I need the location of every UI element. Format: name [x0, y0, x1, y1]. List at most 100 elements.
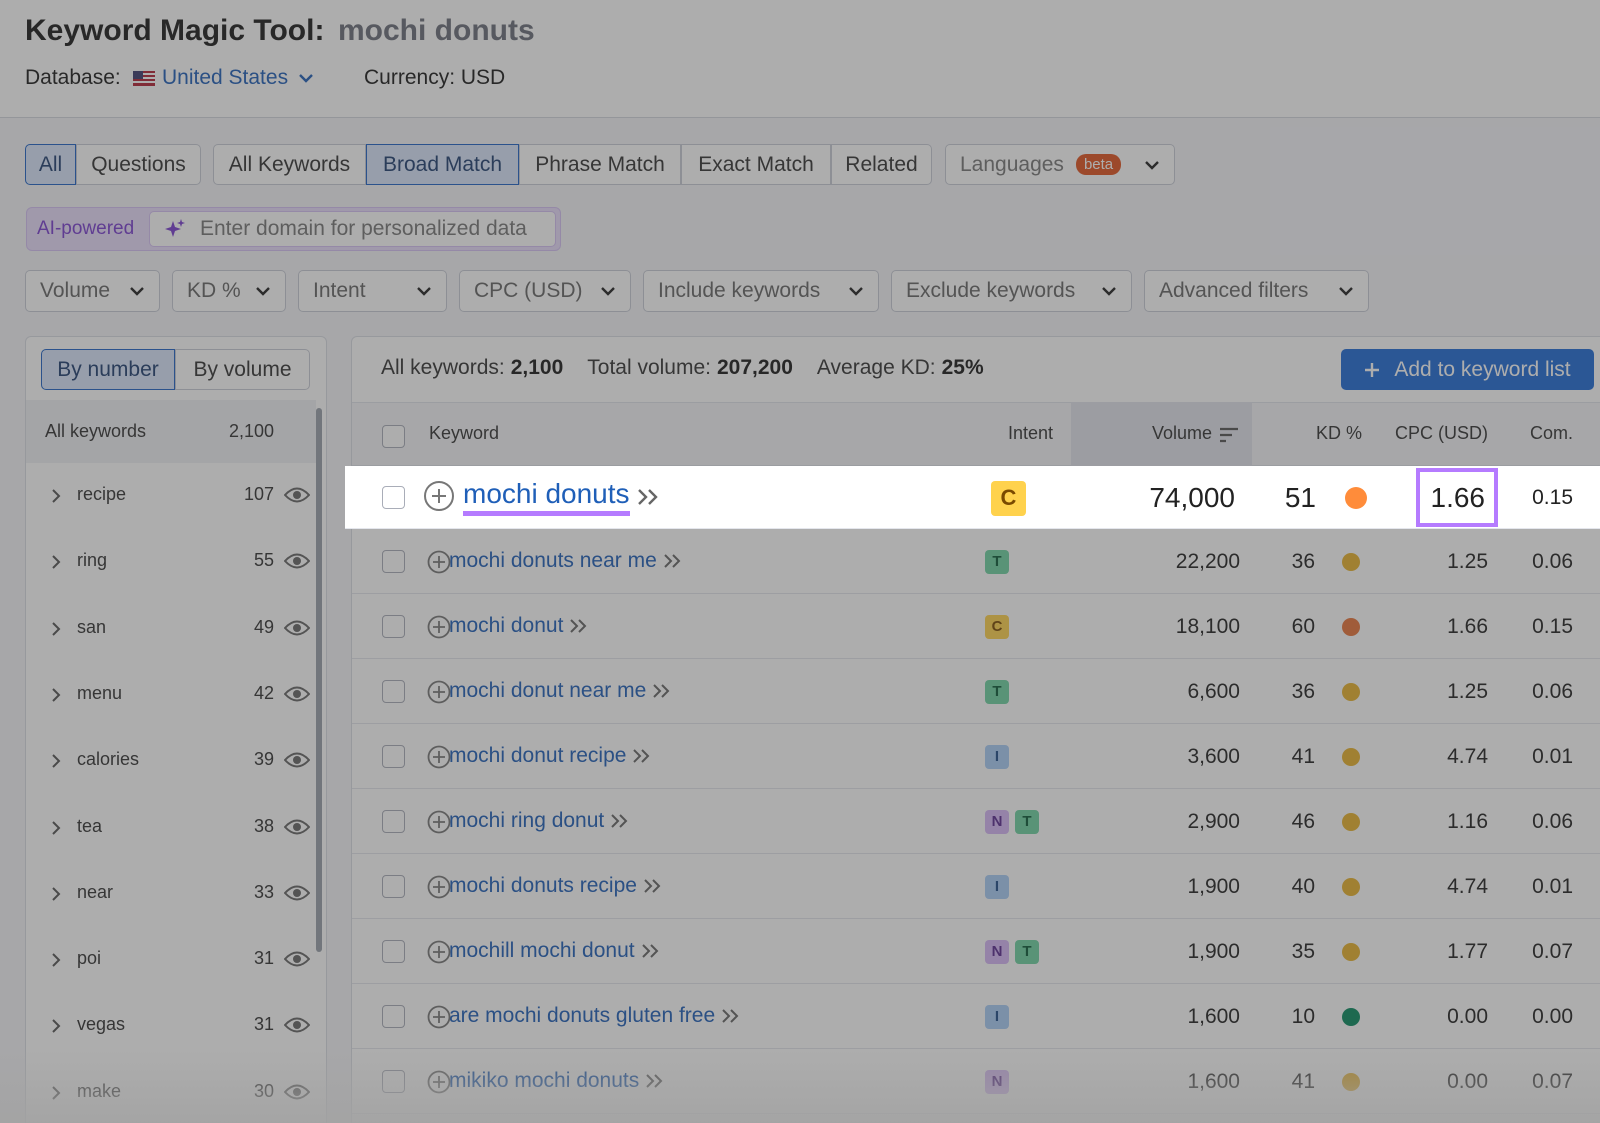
dropdown-caret [1338, 286, 1354, 296]
keyword-link[interactable]: mochi donut near me [449, 678, 647, 702]
kd-cell: 60 [1291, 614, 1315, 638]
select-all-checkbox[interactable] [382, 425, 405, 448]
match-tab[interactable]: Exact Match [681, 144, 831, 185]
cpc-cell: 0.00 [1447, 1004, 1488, 1028]
filter-label: Advanced filters [1159, 279, 1309, 302]
group-label[interactable]: near [77, 881, 114, 902]
group-count: 107 [243, 484, 274, 504]
filter-dropdown[interactable]: Include keywords [643, 270, 879, 312]
open-serp-icon [641, 943, 661, 959]
group-count: 42 [253, 682, 274, 703]
dropdown-caret [129, 286, 145, 296]
open-serp-icon-svg [641, 943, 659, 958]
add-to-list-button[interactable]: Add to keyword list [1341, 349, 1594, 390]
column-header[interactable]: KD % [1315, 423, 1362, 443]
filter-dropdown[interactable]: Intent [298, 270, 447, 312]
keyword-link[interactable]: are mochi donuts gluten free [449, 1003, 716, 1027]
column-header[interactable]: CPC (USD) [1395, 423, 1488, 443]
row-checkbox[interactable] [382, 744, 405, 768]
row-checkbox[interactable] [382, 679, 405, 703]
dropdown-caret-svg [1339, 287, 1353, 296]
kd-dot [1342, 877, 1360, 896]
kd-dot [1342, 747, 1360, 766]
expand-chevron-svg [52, 555, 61, 570]
cpc-cell: 1.16 [1447, 809, 1488, 833]
open-serp-icon [569, 618, 589, 634]
row-checkbox[interactable] [382, 939, 405, 963]
row-checkbox[interactable] [382, 874, 405, 898]
kd-dot [1342, 617, 1360, 636]
intent-badge: T [1015, 809, 1039, 834]
group-toggle[interactable]: By number [41, 349, 175, 390]
add-keyword-icon-svg [427, 1005, 451, 1028]
column-header[interactable]: Keyword [429, 423, 500, 443]
column-header[interactable]: Volume [1151, 423, 1212, 443]
eye-icon [284, 552, 310, 570]
group-label[interactable]: poi [77, 948, 102, 969]
row-checkbox[interactable] [382, 549, 405, 573]
group-toggle[interactable]: By volume [175, 349, 310, 390]
row-checkbox[interactable] [382, 1004, 405, 1028]
match-tab[interactable]: Related [831, 144, 932, 185]
type-tab[interactable]: Questions [76, 144, 201, 185]
keyword-link[interactable]: mochi donuts recipe [449, 873, 637, 897]
sort-icon [1220, 427, 1238, 443]
keyword-cell: mochi donut [449, 614, 589, 638]
eye-icon-svg [284, 1017, 310, 1033]
add-keyword-icon [427, 745, 451, 769]
group-label[interactable]: recipe [77, 484, 127, 504]
domain-input[interactable]: Enter domain for personalized data [149, 211, 556, 247]
eye-icon-svg [284, 752, 310, 768]
keyword-link[interactable]: mochi donuts near me [449, 548, 657, 572]
keyword-link[interactable]: mochi donuts [463, 478, 630, 516]
volume-cell: 1,900 [1187, 874, 1240, 898]
keyword-link[interactable]: mochi donut [449, 613, 564, 637]
languages-dropdown[interactable]: Languages beta [945, 144, 1175, 185]
group-label[interactable]: calories [77, 749, 140, 770]
type-tab[interactable]: All [25, 144, 76, 185]
cpc-cell: 1.25 [1447, 549, 1488, 573]
filter-dropdown[interactable]: Volume [25, 270, 160, 312]
eye-icon-svg [284, 553, 310, 569]
match-tab[interactable]: All Keywords [213, 144, 366, 185]
volume-cell: 2,900 [1187, 809, 1240, 833]
add-label: Add to keyword list [1394, 357, 1571, 381]
filter-dropdown[interactable]: CPC (USD) [459, 270, 631, 312]
filter-dropdown[interactable]: Advanced filters [1144, 270, 1369, 312]
filter-label: Include keywords [658, 279, 821, 302]
column-header[interactable]: Com. [1529, 423, 1573, 443]
match-tab[interactable]: Phrase Match [519, 144, 681, 185]
eye-icon-svg [284, 487, 310, 503]
com-cell: 0.01 [1532, 874, 1573, 898]
eye-icon-svg [284, 819, 310, 834]
group-label[interactable]: ring [77, 550, 108, 571]
group-label[interactable]: san [77, 616, 107, 637]
kd-dot [1342, 942, 1360, 961]
keyword-link[interactable]: mochi ring donut [449, 808, 605, 832]
keyword-link[interactable]: mochi donut recipe [449, 743, 627, 767]
group-label[interactable]: vegas [77, 1014, 126, 1035]
row-checkbox[interactable] [382, 614, 405, 638]
group-label[interactable]: menu [77, 682, 123, 703]
keyword-link[interactable]: mochill mochi donut [449, 938, 635, 962]
group-label[interactable]: tea [77, 815, 103, 836]
expand-chevron-svg [52, 953, 61, 967]
database-select[interactable]: United States [162, 66, 314, 90]
keyword-cell: mochi donuts [463, 478, 662, 516]
match-tab[interactable]: Broad Match [366, 144, 519, 185]
add-keyword-icon-svg [427, 745, 451, 768]
row-checkbox[interactable] [382, 485, 405, 509]
open-serp-icon-svg [637, 488, 658, 505]
eye-icon [284, 818, 310, 836]
dropdown-caret [416, 286, 432, 296]
filter-label: KD % [187, 279, 241, 302]
table-row: mochi donut recipe I 3,600 41 4.74 0.01 [352, 724, 1600, 789]
open-serp-icon [632, 748, 652, 764]
row-checkbox[interactable] [382, 809, 405, 833]
add-keyword-icon [427, 680, 451, 704]
database-value: United States [162, 66, 289, 89]
add-keyword-icon-svg [427, 680, 451, 703]
filter-dropdown[interactable]: KD % [172, 270, 286, 312]
filter-dropdown[interactable]: Exclude keywords [891, 270, 1132, 312]
